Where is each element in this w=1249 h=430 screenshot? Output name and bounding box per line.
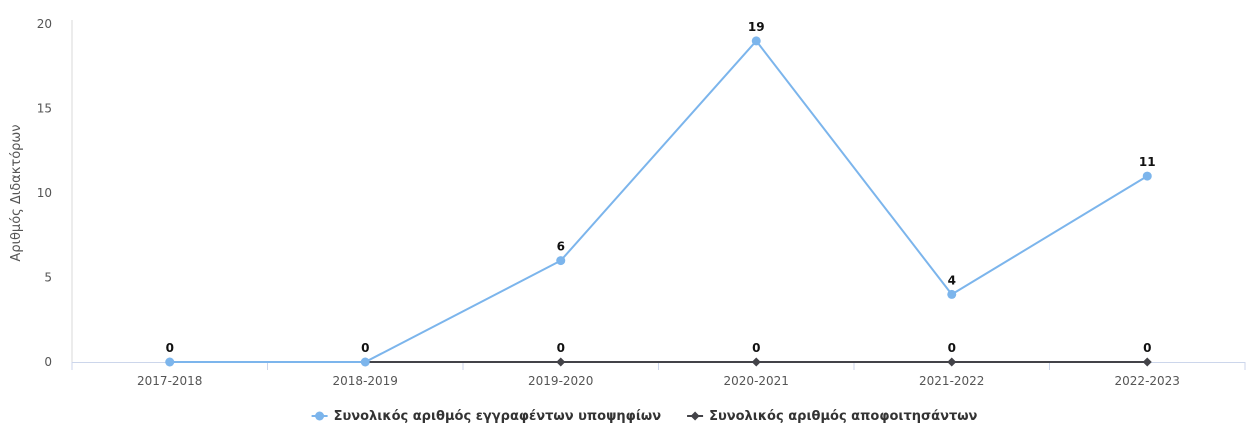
data-label: 0	[166, 341, 174, 355]
y-tick-label: 10	[37, 186, 52, 200]
legend-marker-diamond-icon	[690, 411, 700, 421]
y-tick-label: 20	[37, 17, 52, 31]
legend-label: Συνολικός αριθμός εγγραφέντων υποψηφίων	[334, 409, 662, 424]
data-label: 11	[1139, 155, 1156, 169]
data-label: 6	[557, 240, 565, 254]
data-label: 4	[948, 273, 956, 287]
x-tick-label: 2018-2019	[333, 374, 398, 388]
data-point-0	[947, 289, 957, 299]
y-tick-label: 0	[44, 355, 52, 369]
data-point-0	[556, 256, 566, 266]
legend-marker-circle-icon	[315, 411, 325, 421]
data-point-1	[947, 357, 957, 367]
x-tick-label: 2019-2020	[528, 374, 593, 388]
y-axis-title: Αριθμός Διδακτόρων	[9, 124, 24, 261]
x-tick-label: 2021-2022	[919, 374, 984, 388]
data-label: 19	[748, 20, 765, 34]
data-point-0	[751, 36, 761, 46]
data-label: 0	[948, 341, 956, 355]
data-point-1	[556, 357, 566, 367]
data-label: 0	[752, 341, 760, 355]
x-tick-label: 2017-2018	[137, 374, 202, 388]
data-point-0	[1142, 171, 1152, 181]
y-tick-label: 5	[44, 271, 52, 285]
data-label: 0	[1143, 341, 1151, 355]
legend-item-1: Συνολικός αριθμός αποφοιτησάντων	[687, 409, 978, 424]
data-label: 0	[361, 341, 369, 355]
legend-label: Συνολικός αριθμός αποφοιτησάντων	[709, 409, 977, 424]
series-line-0	[169, 39, 1148, 363]
data-label: 0	[557, 341, 565, 355]
x-tick-label: 2020-2021	[724, 374, 789, 388]
data-point-0	[360, 357, 370, 367]
x-tick-label: 2022-2023	[1115, 374, 1180, 388]
legend-item-0: Συνολικός αριθμός εγγραφέντων υποψηφίων	[311, 409, 662, 424]
data-point-0	[165, 357, 175, 367]
data-point-1	[1142, 357, 1152, 367]
y-tick-label: 15	[37, 102, 52, 116]
data-point-1	[751, 357, 761, 367]
